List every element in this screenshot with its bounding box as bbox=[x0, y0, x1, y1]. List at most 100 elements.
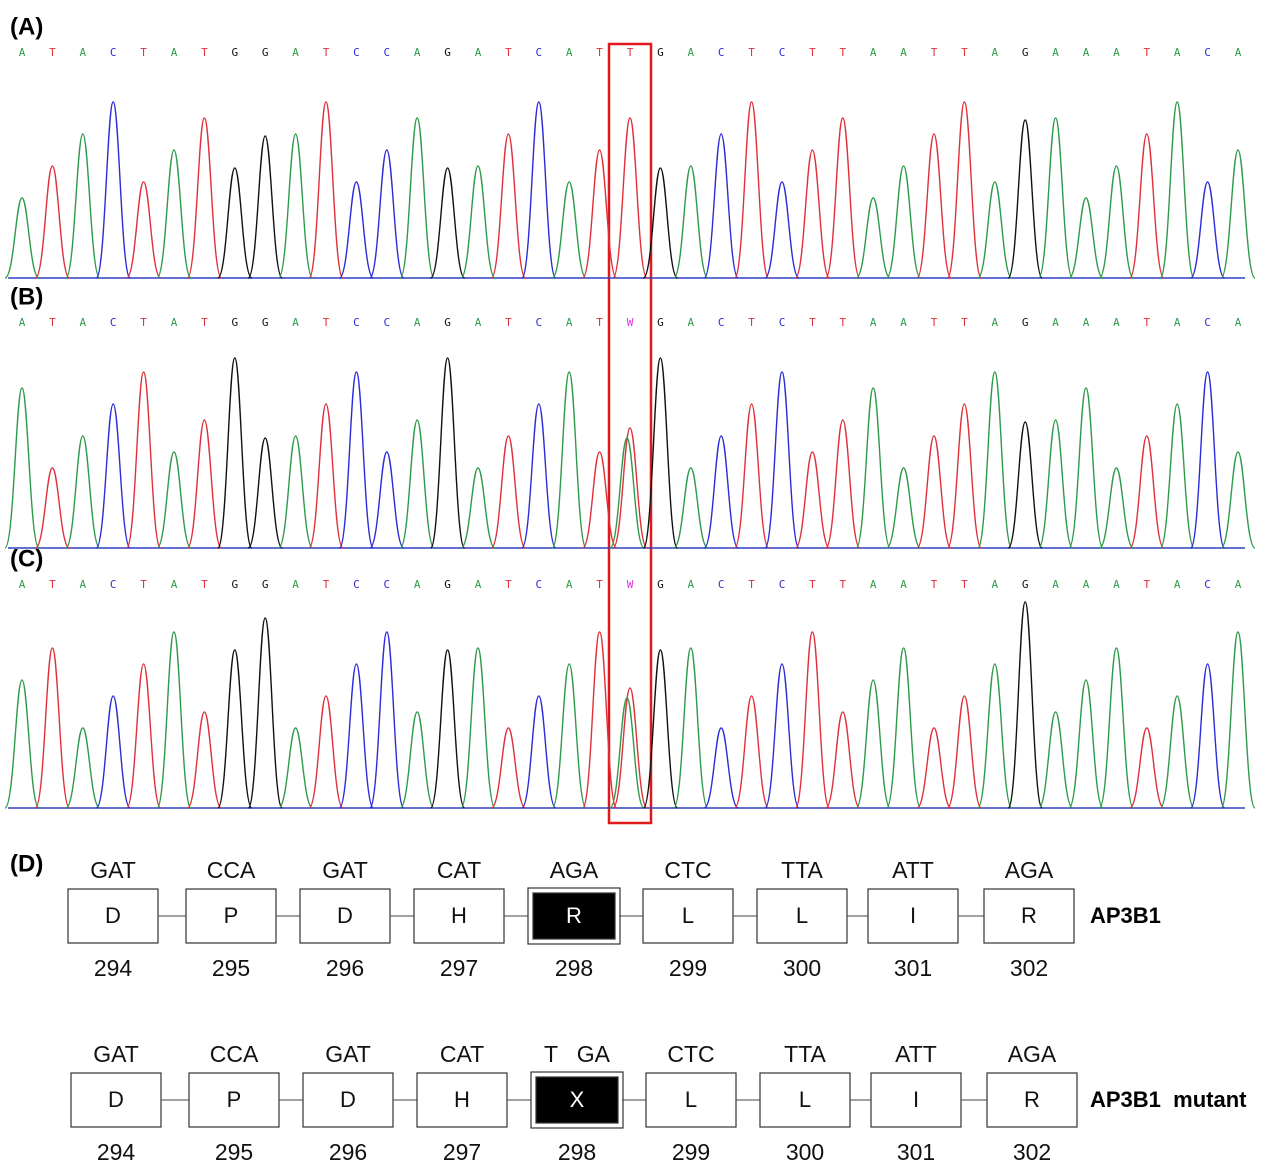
trace-peak bbox=[856, 198, 890, 278]
base-call: A bbox=[1235, 578, 1242, 591]
base-call: C bbox=[1204, 578, 1211, 591]
base-call: T bbox=[931, 46, 938, 59]
trace-peak bbox=[461, 648, 495, 808]
amino-acid: P bbox=[227, 1087, 242, 1112]
base-call: A bbox=[475, 46, 482, 59]
base-call: G bbox=[657, 316, 664, 329]
base-call: T bbox=[748, 316, 755, 329]
codon: T GA bbox=[544, 1041, 611, 1067]
base-call: T bbox=[1143, 46, 1150, 59]
base-call: G bbox=[262, 316, 269, 329]
base-call: C bbox=[110, 46, 117, 59]
base-call: C bbox=[353, 46, 360, 59]
base-call: T bbox=[505, 46, 512, 59]
amino-acid: L bbox=[796, 903, 808, 928]
codon: CTC bbox=[667, 1041, 714, 1067]
base-call: A bbox=[1083, 578, 1090, 591]
base-call: T bbox=[201, 46, 208, 59]
base-call: T bbox=[49, 46, 56, 59]
trace-peak bbox=[947, 404, 981, 548]
base-call: T bbox=[201, 578, 208, 591]
gene-name: AP3B1 bbox=[1090, 903, 1161, 928]
base-call: T bbox=[809, 46, 816, 59]
codon: AGA bbox=[550, 857, 599, 883]
base-call: C bbox=[353, 578, 360, 591]
base-call: T bbox=[596, 46, 603, 59]
trace-peak bbox=[1039, 712, 1073, 808]
base-call: T bbox=[596, 316, 603, 329]
trace-peak bbox=[248, 438, 282, 548]
trace-peak bbox=[826, 118, 860, 278]
amino-acid: X bbox=[570, 1087, 585, 1112]
base-call: C bbox=[110, 316, 117, 329]
trace-peak bbox=[491, 134, 525, 278]
trace-peak bbox=[1069, 198, 1103, 278]
trace-peak bbox=[218, 168, 252, 278]
position: 299 bbox=[669, 955, 707, 981]
codon: GAT bbox=[93, 1041, 139, 1067]
codon: ATT bbox=[892, 857, 934, 883]
trace-peak bbox=[35, 468, 69, 548]
base-call: T bbox=[1143, 578, 1150, 591]
base-call: T bbox=[505, 578, 512, 591]
base-call: A bbox=[1052, 46, 1059, 59]
amino-acid: H bbox=[454, 1087, 470, 1112]
position: 302 bbox=[1013, 1139, 1051, 1161]
trace-peak bbox=[765, 664, 799, 808]
trace-peak bbox=[491, 436, 525, 548]
base-call: T bbox=[140, 46, 147, 59]
trace-peak bbox=[1191, 664, 1225, 808]
base-call: T bbox=[809, 316, 816, 329]
trace-peak bbox=[309, 102, 343, 278]
position: 298 bbox=[555, 955, 593, 981]
gene-name: AP3B1 mutant bbox=[1090, 1087, 1247, 1112]
trace-peak bbox=[1221, 150, 1255, 278]
trace-peak bbox=[491, 728, 525, 808]
base-call: C bbox=[718, 316, 725, 329]
trace-peak bbox=[674, 648, 708, 808]
base-call: C bbox=[718, 46, 725, 59]
base-call: C bbox=[1204, 46, 1211, 59]
base-call: A bbox=[900, 46, 907, 59]
base-call: A bbox=[19, 46, 26, 59]
base-call: A bbox=[900, 578, 907, 591]
base-call: C bbox=[535, 578, 542, 591]
trace-peak bbox=[1160, 696, 1194, 808]
trace-peak bbox=[1008, 120, 1042, 278]
trace-peak bbox=[522, 404, 556, 548]
amino-acid: L bbox=[685, 1087, 697, 1112]
trace-peak bbox=[1069, 680, 1103, 808]
base-call: A bbox=[1083, 46, 1090, 59]
position: 294 bbox=[94, 955, 133, 981]
trace-peak bbox=[1221, 452, 1255, 548]
amino-acid: L bbox=[682, 903, 694, 928]
trace-peak bbox=[978, 664, 1012, 808]
base-call: T bbox=[748, 578, 755, 591]
base-call: T bbox=[748, 46, 755, 59]
trace-peak bbox=[795, 632, 829, 808]
trace-peak bbox=[400, 712, 434, 808]
position: 297 bbox=[440, 955, 478, 981]
base-call: A bbox=[687, 578, 694, 591]
trace-peak bbox=[583, 632, 617, 808]
base-call: A bbox=[79, 316, 86, 329]
base-call: C bbox=[535, 316, 542, 329]
base-call: T bbox=[49, 316, 56, 329]
position: 294 bbox=[97, 1139, 136, 1161]
trace-peak bbox=[431, 358, 465, 548]
base-call: G bbox=[444, 316, 451, 329]
trace-peak bbox=[96, 102, 130, 278]
position: 301 bbox=[894, 955, 932, 981]
amino-acid: D bbox=[108, 1087, 124, 1112]
base-call: T bbox=[839, 46, 846, 59]
trace-peak bbox=[218, 358, 252, 548]
trace-peak bbox=[887, 648, 921, 808]
trace-peak bbox=[610, 698, 644, 808]
base-call: C bbox=[383, 578, 390, 591]
trace-peak bbox=[552, 182, 586, 278]
trace-peak bbox=[1008, 422, 1042, 548]
trace-peak bbox=[887, 468, 921, 548]
trace-peak bbox=[826, 420, 860, 548]
trace-peak bbox=[1191, 182, 1225, 278]
base-call: A bbox=[171, 578, 178, 591]
